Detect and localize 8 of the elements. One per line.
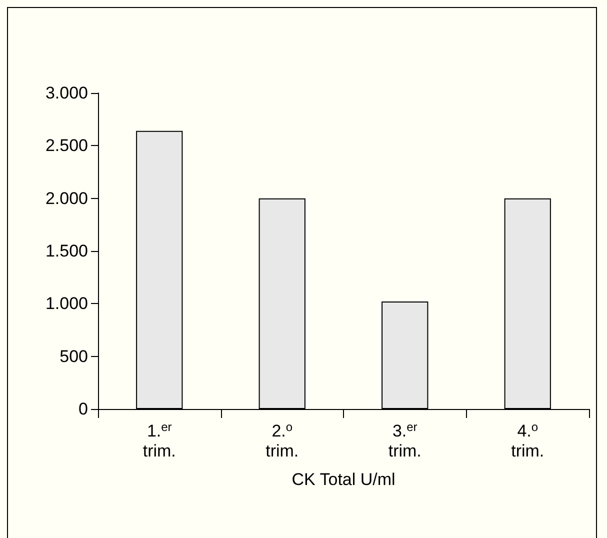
y-tick-label: 1.000: [45, 294, 88, 314]
x-axis-title: CK Total U/ml: [292, 470, 396, 489]
y-tick-label: 2.000: [45, 188, 88, 208]
y-tick-label: 3.000: [45, 84, 88, 102]
y-tick-label: 2.500: [45, 136, 88, 156]
y-tick-label: 0: [78, 400, 88, 418]
y-tick-label: 1.500: [45, 242, 88, 260]
y-tick-label: 500: [60, 346, 88, 366]
